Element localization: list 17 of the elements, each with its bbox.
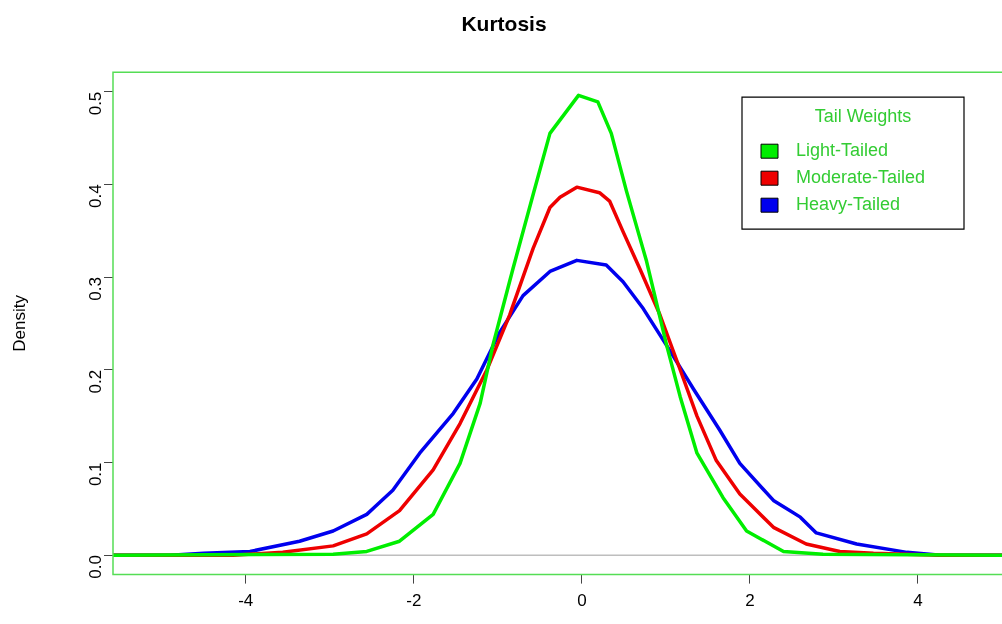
x-tick-label: -2 [406,591,422,611]
legend-title: Tail Weights [814,106,912,127]
legend-label: Moderate-Tailed [796,167,926,188]
x-tick-label: 2 [745,591,755,611]
x-tick-label: 0 [577,591,587,611]
x-tick-label: 4 [913,591,923,611]
y-axis-title: Density [9,294,29,352]
x-tick-label: -4 [238,591,254,611]
y-tick-label: 0.4 [85,184,105,208]
legend-label: Heavy-Tailed [796,194,901,215]
y-tick-label: 0.1 [85,462,105,487]
y-tick-label: 0.0 [85,555,105,579]
y-tick-label: 0.3 [85,277,105,301]
y-tick-label: 0.5 [85,91,105,116]
y-tick-label: 0.2 [85,369,105,394]
chart-title: Kurtosis [461,12,547,36]
legend-label: Light-Tailed [796,140,889,161]
